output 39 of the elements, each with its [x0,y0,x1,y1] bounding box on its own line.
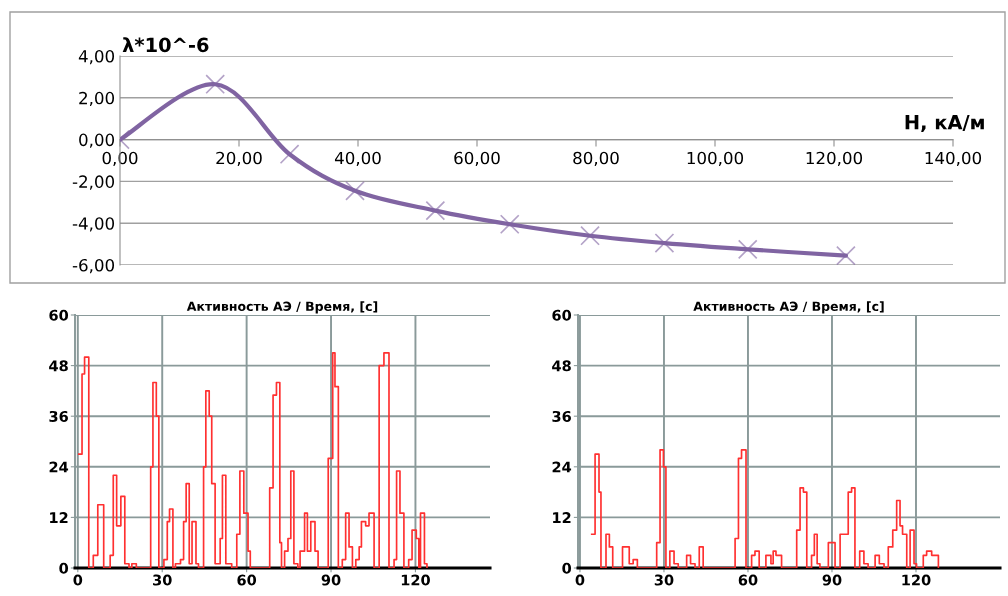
y-tick-label: 0,00 [79,133,115,148]
y-tick-label: 60 [49,309,69,321]
y-tick-label: 24 [552,461,572,473]
y-tick-label: 48 [49,360,68,372]
x-tick-label: 0 [575,574,585,586]
y-tick-label: -4,00 [72,217,115,232]
chart-title: Активность АЭ / Время, [с] [693,301,884,314]
y-tick-label: 36 [49,410,68,422]
x-tick-label: 30 [153,574,172,586]
x-tick-label: 40,00 [334,151,381,167]
x-tick-label: 120,00 [806,151,863,167]
x-tick-label: 90 [321,574,341,586]
y-tick-label: 0 [59,562,69,574]
x-tick-label: 140,00 [925,151,982,167]
x-tick-label: 80,00 [573,151,619,167]
y-tick-label: 0 [562,562,572,574]
y-axis-title: λ*10^-6 [122,37,209,53]
chart-title: Активность АЭ / Время, [с] [186,301,378,314]
x-tick-label: 120 [401,574,430,586]
x-tick-label: 30 [654,574,674,586]
y-tick-label: 48 [552,360,571,372]
y-tick-label: 36 [552,410,571,422]
x-axis-title: H, кА/м [905,115,984,133]
x-tick-label: 60 [738,574,758,586]
x-tick-label: 20,00 [216,151,262,167]
y-tick-label: 24 [49,461,69,473]
x-tick-label: 100,00 [687,151,744,167]
x-tick-label: 0,00 [102,151,138,167]
x-tick-label: 60,00 [454,151,500,167]
y-tick-label: 4,00 [78,49,115,65]
x-tick-label: 60 [237,574,257,586]
x-tick-label: 90 [822,574,842,586]
y-tick-label: 12 [50,512,68,523]
y-tick-label: 60 [552,309,572,321]
y-tick-label: -2,00 [72,175,115,190]
y-tick-label: 2,00 [79,91,115,107]
x-tick-label: 120 [902,574,931,586]
y-tick-label: 12 [553,512,571,523]
y-tick-label: -6,00 [72,258,115,274]
